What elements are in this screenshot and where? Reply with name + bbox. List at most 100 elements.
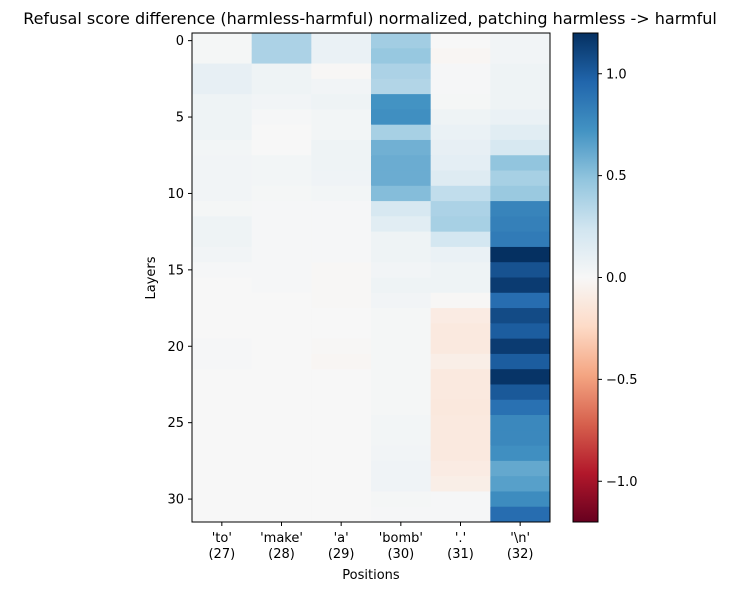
heatmap-cell [311, 185, 372, 202]
heatmap-cell [490, 139, 551, 156]
heatmap-cell [311, 338, 372, 355]
heatmap-cell [311, 308, 372, 324]
heatmap-cell [311, 231, 372, 248]
heatmap-cell [371, 460, 432, 477]
heatmap-cell [192, 63, 253, 80]
heatmap-cell [371, 155, 432, 172]
heatmap-cell [311, 262, 372, 278]
colorbar-tick-label: −1.0 [606, 475, 638, 490]
heatmap-cell [311, 246, 372, 263]
heatmap-cell [311, 445, 372, 462]
heatmap-cell [430, 48, 491, 65]
x-tick-label: '\n' (32) [507, 531, 534, 562]
heatmap-cell [430, 139, 491, 156]
heatmap-cell [371, 124, 432, 141]
heatmap-cell [371, 308, 432, 324]
chart-title: Refusal score difference (harmless-harmf… [23, 9, 717, 28]
heatmap-cell [371, 506, 432, 523]
x-axis-label: Positions [342, 568, 400, 583]
heatmap-cell [192, 201, 253, 217]
heatmap-cell [192, 460, 253, 477]
heatmap-cell [430, 246, 491, 263]
heatmap-cell [251, 476, 312, 492]
heatmap-cell [490, 323, 551, 340]
y-tick-label: 10 [167, 187, 184, 202]
heatmap-cell [251, 308, 312, 324]
heatmap-cell [490, 353, 551, 370]
colorbar [572, 32, 599, 523]
heatmap-cell [430, 445, 491, 462]
heatmap-cell [311, 109, 372, 126]
heatmap-cell [490, 308, 551, 324]
heatmap-cell [430, 216, 491, 233]
heatmap-cell [251, 460, 312, 477]
heatmap-cell [192, 155, 253, 172]
heatmap-cell [490, 506, 551, 523]
heatmap-cell [430, 185, 491, 202]
heatmap-cell [251, 109, 312, 126]
heatmap-cell [251, 155, 312, 172]
heatmap-cell [251, 78, 312, 95]
heatmap-cell [430, 109, 491, 126]
heatmap-cell [311, 63, 372, 80]
heatmap-cell [430, 384, 491, 401]
heatmap-cell [311, 399, 372, 416]
heatmap-cell [371, 430, 432, 447]
heatmap-cell [371, 491, 432, 508]
heatmap-cell [430, 506, 491, 523]
heatmap-cell [251, 170, 312, 187]
heatmap-cell [490, 476, 551, 492]
colorbar-tick-label: 0.0 [606, 271, 627, 286]
x-axis: 'to' (27) 'make' (28) 'a' (29) 'bomb' (30) '.' (3… [208, 522, 534, 562]
heatmap-cell [192, 445, 253, 462]
heatmap-cell [430, 262, 491, 278]
heatmap-cell [192, 231, 253, 248]
heatmap-cell [192, 308, 253, 324]
heatmap-cell [251, 185, 312, 202]
heatmap-cell [251, 445, 312, 462]
heatmap-cell [311, 415, 372, 431]
heatmap-cell [371, 415, 432, 431]
heatmap-cell [430, 491, 491, 508]
heatmap-cell [311, 33, 372, 49]
heatmap-cell [490, 491, 551, 508]
heatmap-cell [371, 246, 432, 263]
heatmap-cell [490, 78, 551, 95]
heatmap-cell [371, 338, 432, 355]
heatmap-cell [371, 399, 432, 416]
heatmap-cell [490, 109, 551, 126]
heatmap-cell [430, 94, 491, 110]
heatmap-cell [251, 94, 312, 110]
heatmap-cell [311, 292, 372, 309]
heatmap-cell [430, 170, 491, 187]
heatmap-cell [192, 246, 253, 263]
heatmap-cell [490, 277, 551, 294]
heatmap-cell [311, 216, 372, 233]
heatmap-cell [430, 353, 491, 370]
heatmap-cell [430, 78, 491, 95]
heatmap-cell [251, 231, 312, 248]
heatmap-cell [430, 292, 491, 309]
heatmap-cell [192, 94, 253, 110]
heatmap-cell [371, 33, 432, 49]
y-tick-label: 25 [167, 416, 184, 431]
heatmap-cell [490, 460, 551, 477]
heatmap-cell [490, 94, 551, 110]
heatmap-cell [371, 353, 432, 370]
heatmap-cell [430, 308, 491, 324]
heatmap-cell [311, 48, 372, 65]
heatmap-cell [430, 460, 491, 477]
heatmap-cell [311, 430, 372, 447]
heatmap-cell [490, 445, 551, 462]
heatmap-cell [251, 48, 312, 65]
heatmap-cell [192, 48, 253, 65]
heatmap-cell [192, 353, 253, 370]
heatmap-cell [311, 201, 372, 217]
heatmap-cell [490, 262, 551, 278]
heatmap-cell [430, 201, 491, 217]
heatmap-cell [192, 369, 253, 385]
heatmap-cell [251, 246, 312, 263]
heatmap-cell [371, 48, 432, 65]
heatmap-cell [371, 369, 432, 385]
